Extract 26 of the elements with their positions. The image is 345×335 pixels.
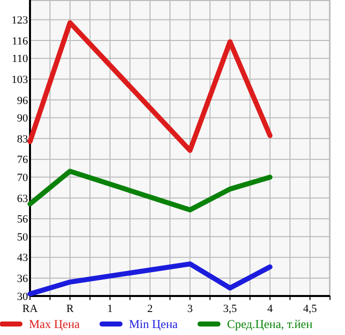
x-tick-label: 1 (107, 303, 113, 315)
y-tick-label: 43 (17, 252, 28, 264)
x-tick-label: R (66, 303, 74, 315)
y-tick-label: 103 (12, 74, 28, 86)
x-tick-label: RA (22, 303, 38, 315)
y-tick-label: 83 (17, 133, 28, 146)
x-tick-label: 3,5 (223, 303, 238, 315)
y-tick-label: 123 (12, 14, 28, 27)
y-tick-label: 90 (17, 112, 28, 125)
legend-label: Min Цена (129, 317, 178, 331)
y-tick-label: 36 (17, 273, 28, 286)
x-tick-label: 4,5 (303, 303, 318, 315)
y-tick-label: 96 (17, 94, 28, 107)
legend-label: Сред.Цена, т.йен (227, 317, 314, 331)
legend-label: Max Цена (29, 317, 80, 331)
x-tick-label: 2 (147, 303, 153, 315)
x-tick-label: 4 (267, 303, 274, 315)
y-tick-label: 30 (17, 290, 28, 303)
y-tick-label: 116 (12, 35, 28, 48)
x-tick-label: 3 (187, 303, 194, 315)
y-tick-label: 56 (17, 214, 28, 226)
y-tick-label: 63 (17, 192, 28, 205)
y-tick-label: 70 (17, 172, 28, 184)
y-tick-label: 50 (17, 231, 28, 244)
y-tick-label: 76 (17, 154, 28, 166)
y-tick-label: 110 (12, 53, 28, 66)
